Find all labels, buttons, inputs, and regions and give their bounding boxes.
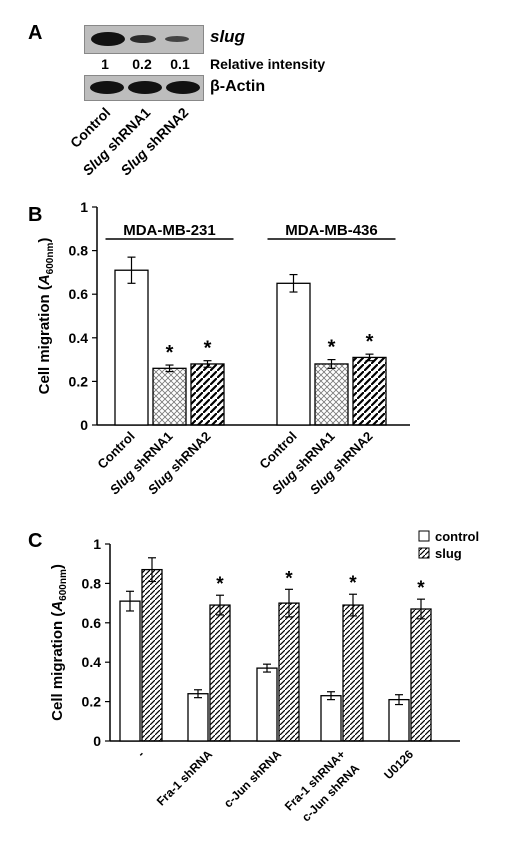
slug-band-shrna1 bbox=[130, 35, 156, 43]
actin-label: β-Actin bbox=[210, 78, 266, 95]
intensity-lane-1: 1 bbox=[101, 56, 109, 72]
chart-c-bar-1-2 bbox=[278, 602, 300, 742]
chart-c-y-tick-label: 0.6 bbox=[82, 615, 102, 631]
chart-b-y-tick-label: 1 bbox=[80, 199, 88, 215]
chart-c-bar-0-0 bbox=[119, 600, 141, 742]
chart-b-y-tick-label: 0.8 bbox=[69, 243, 89, 259]
legend-swatch-control bbox=[418, 530, 430, 542]
chart-c-bar-0-1 bbox=[187, 693, 209, 742]
chart-b-bar-1-1 bbox=[314, 363, 349, 426]
chart-b-y-tick-label: 0 bbox=[80, 417, 88, 433]
chart-b-y-tick-label: 0.4 bbox=[69, 330, 89, 346]
actin-blot-strip bbox=[84, 75, 204, 101]
chart-c-y-tick-label: 0.8 bbox=[82, 575, 102, 591]
legend-swatch-slug bbox=[418, 547, 430, 559]
chart-c-y-tick-label: 1 bbox=[93, 536, 101, 552]
legend-label-slug: slug bbox=[435, 546, 462, 561]
actin-band-shrna1 bbox=[128, 81, 162, 94]
chart-c-x-tick-label: Fra-1 shRNA bbox=[154, 747, 216, 809]
chart-c-bar-1-1 bbox=[209, 604, 231, 742]
chart-b-bar-1-2 bbox=[352, 356, 387, 426]
chart-b-bar-0-0 bbox=[114, 269, 149, 426]
panel-c-letter: C bbox=[28, 530, 42, 552]
chart-b-bar-0-2 bbox=[190, 363, 225, 426]
legend-label-control: control bbox=[435, 529, 479, 544]
chart-b-bar-0-1 bbox=[152, 367, 187, 426]
chart-b-bar-1-0 bbox=[276, 282, 311, 426]
chart-c-bar-0-4 bbox=[388, 698, 410, 742]
chart-c-x-tick-label: U0126 bbox=[381, 747, 416, 782]
chart-c-y-tick-label: 0 bbox=[93, 733, 101, 749]
chart-b-group-label: MDA-MB-436 bbox=[285, 222, 378, 239]
intensity-lane-2: 0.2 bbox=[132, 56, 152, 72]
chart-c-x-tick-label: - bbox=[134, 747, 147, 760]
significance-star: * bbox=[366, 331, 374, 353]
actin-band-control bbox=[90, 81, 124, 94]
chart-c-bar-0-2 bbox=[256, 667, 278, 742]
chart-b-y-tick-label: 0.2 bbox=[69, 373, 89, 389]
slug-gene-label: slug bbox=[210, 27, 245, 46]
significance-star: * bbox=[216, 574, 224, 595]
panel-b-letter: B bbox=[28, 204, 42, 226]
chart-c-bar-1-3 bbox=[342, 604, 364, 742]
actin-band-shrna2 bbox=[166, 81, 200, 94]
chart-c: 0 0.2 0.4 0.6 0.8 1 Cell migration (A600nm) - * F… bbox=[49, 529, 479, 824]
chart-b-y-axis-label: Cell migration (A600nm) bbox=[36, 238, 56, 395]
slug-band-control bbox=[91, 32, 125, 46]
significance-star: * bbox=[285, 568, 293, 589]
chart-c-y-tick-label: 0.4 bbox=[82, 654, 102, 670]
chart-c-y-axis-label: Cell migration (A600nm) bbox=[49, 564, 69, 721]
chart-c-bar-1-0 bbox=[141, 568, 163, 742]
relative-intensity-label: Relative intensity bbox=[210, 56, 326, 72]
chart-c-bar-0-3 bbox=[320, 695, 342, 742]
chart-c-bar-1-4 bbox=[410, 608, 432, 742]
slug-blot-strip bbox=[84, 25, 204, 54]
chart-c-y-tick-label: 0.2 bbox=[82, 694, 102, 710]
significance-star: * bbox=[417, 578, 425, 599]
significance-star: * bbox=[328, 337, 336, 359]
slug-band-shrna2 bbox=[165, 36, 189, 42]
significance-star: * bbox=[349, 573, 357, 594]
significance-star: * bbox=[166, 342, 174, 364]
chart-b-y-tick-label: 0.6 bbox=[69, 286, 89, 302]
intensity-lane-3: 0.1 bbox=[170, 56, 190, 72]
panel-a-letter: A bbox=[28, 22, 43, 44]
chart-b-group-label: MDA-MB-231 bbox=[123, 222, 216, 239]
chart-c-x-tick-label: c-Jun shRNA bbox=[221, 747, 284, 810]
significance-star: * bbox=[204, 338, 212, 360]
